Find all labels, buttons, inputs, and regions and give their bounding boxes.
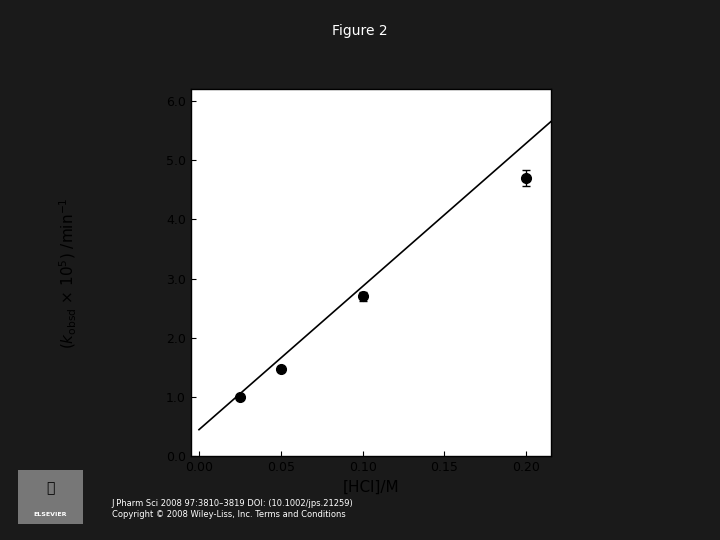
Text: ELSEVIER: ELSEVIER (34, 511, 67, 517)
Text: Copyright © 2008 Wiley-Liss, Inc. Terms and Conditions: Copyright © 2008 Wiley-Liss, Inc. Terms … (112, 510, 346, 519)
Text: 🌳: 🌳 (46, 482, 55, 496)
X-axis label: [HCl]/M: [HCl]/M (343, 480, 399, 495)
Text: Figure 2: Figure 2 (332, 24, 388, 38)
Text: J Pharm Sci 2008 97:3810–3819 DOI: (10.1002/jps.21259): J Pharm Sci 2008 97:3810–3819 DOI: (10.1… (112, 500, 354, 509)
Text: ($k_{\rm obsd}$ $\times$ $10^5$) /min$^{-1}$: ($k_{\rm obsd}$ $\times$ $10^5$) /min$^{… (58, 197, 79, 348)
